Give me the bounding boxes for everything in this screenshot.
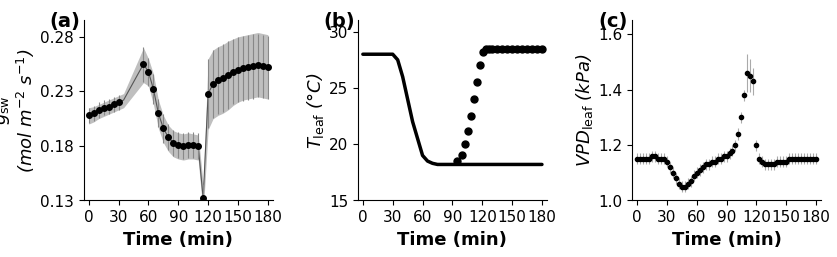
X-axis label: Time (min): Time (min) — [671, 231, 781, 249]
Text: (b): (b) — [324, 12, 355, 31]
Text: (c): (c) — [598, 12, 627, 31]
Text: (a): (a) — [49, 12, 80, 31]
Y-axis label: VPD$_{\mathrm{leaf}}$ (kPa): VPD$_{\mathrm{leaf}}$ (kPa) — [573, 54, 594, 167]
X-axis label: Time (min): Time (min) — [397, 231, 507, 249]
Y-axis label: $T_{\mathrm{leaf}}$ (°C): $T_{\mathrm{leaf}}$ (°C) — [305, 72, 326, 149]
Y-axis label: $g_{\mathrm{sw}}$
(mol m$^{-2}$ s$^{-1}$): $g_{\mathrm{sw}}$ (mol m$^{-2}$ s$^{-1}$… — [0, 48, 38, 173]
X-axis label: Time (min): Time (min) — [123, 231, 233, 249]
